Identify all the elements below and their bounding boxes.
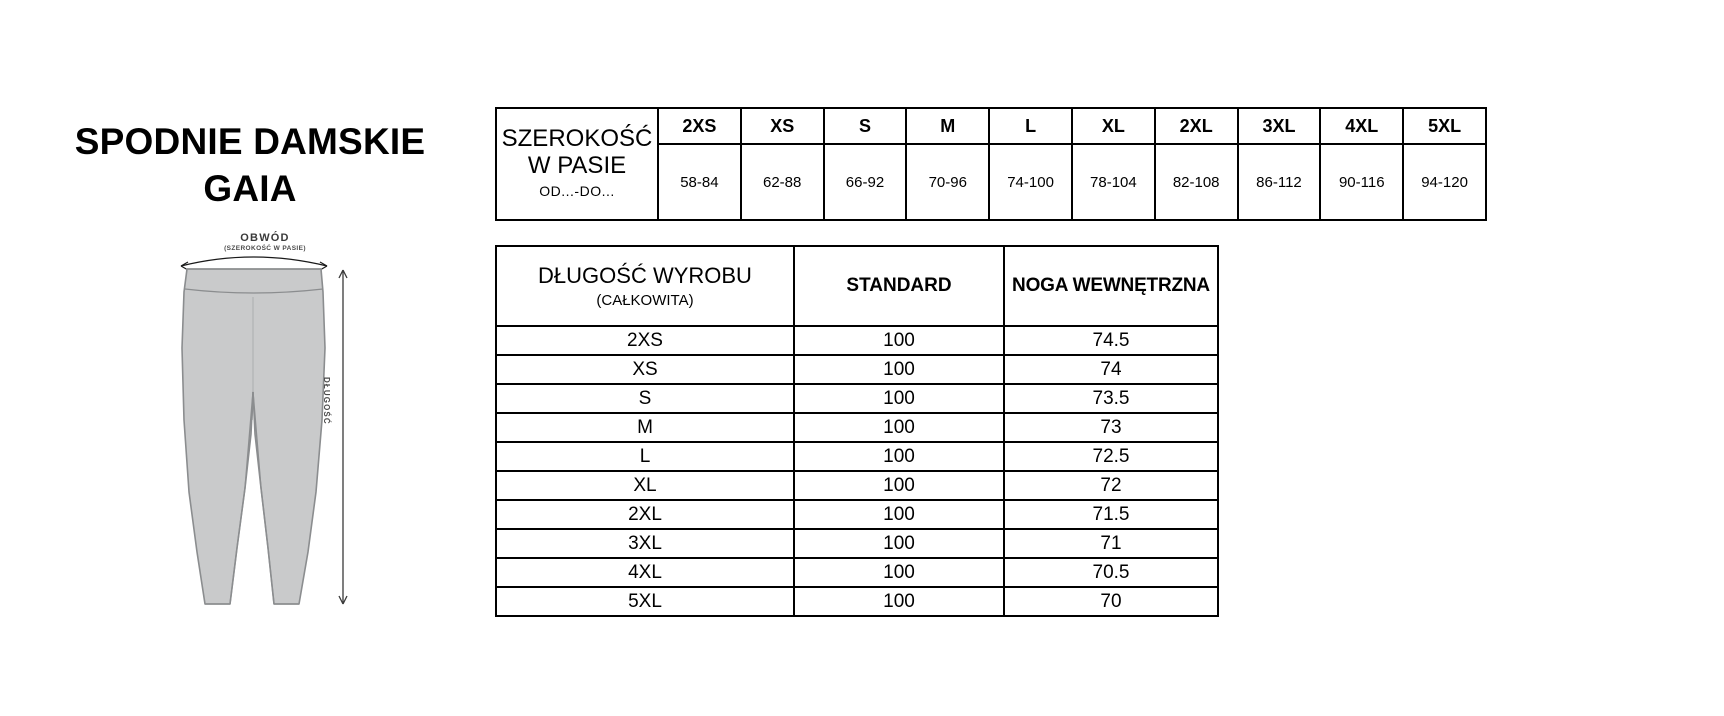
- pants-diagram: OBWÓD (SZEROKOŚĆ W PASIE): [175, 232, 390, 622]
- length-header-product: DŁUGOŚĆ WYROBU (CAŁKOWITA): [495, 245, 795, 327]
- length-row-inner-4xl: 70.5: [1003, 557, 1219, 588]
- product-panel: SPODNIE DAMSKIE GAIA OBWÓD (SZEROKOŚĆ W …: [0, 0, 490, 716]
- waist-width-table: SZEROKOŚĆ W PASIE OD...-DO... 2XS XS S M…: [495, 107, 1487, 221]
- waist-size-header-s: S: [822, 107, 908, 145]
- length-row-inner-2xl: 71.5: [1003, 499, 1219, 530]
- length-row-size-s: S: [495, 383, 795, 414]
- pants-shape: [181, 268, 326, 605]
- length-row-standard-2xs: 100: [793, 325, 1005, 356]
- length-header-inner-leg-text: NOGA WEWNĘTRZNA: [1012, 275, 1210, 296]
- length-row-standard-l: 100: [793, 441, 1005, 472]
- table-row-values: 58-84 62-88 66-92 70-96 74-100 78-104 82…: [496, 143, 1487, 221]
- table-row: 4XL 100 70.5: [495, 557, 1219, 588]
- table-row: M 100 73: [495, 412, 1219, 443]
- waist-size-header-2xs: 2XS: [657, 107, 742, 145]
- length-row-standard-xs: 100: [793, 354, 1005, 385]
- length-row-inner-l: 72.5: [1003, 441, 1219, 472]
- length-row-inner-xs: 74: [1003, 354, 1219, 385]
- length-row-size-2xs: 2XS: [495, 325, 795, 356]
- right-leg-inner-edge: [252, 391, 275, 605]
- length-row-standard-xl: 100: [793, 470, 1005, 501]
- product-title-line1: SPODNIE DAMSKIE: [74, 121, 426, 162]
- table-row: 5XL 100 70: [495, 586, 1219, 617]
- table-row: S 100 73.5: [495, 383, 1219, 414]
- waist-value-s: 66-92: [822, 143, 908, 221]
- table-row: XS 100 74: [495, 354, 1219, 385]
- length-header-inner-leg: NOGA WEWNĘTRZNA: [1003, 245, 1219, 327]
- left-leg-inner-edge: [229, 391, 254, 605]
- length-row-inner-m: 73: [1003, 412, 1219, 443]
- waist-size-header-l: L: [988, 107, 1073, 145]
- length-row-standard-m: 100: [793, 412, 1005, 443]
- length-row-size-4xl: 4XL: [495, 557, 795, 588]
- waist-value-l: 74-100: [988, 143, 1073, 221]
- waist-value-m: 70-96: [905, 143, 991, 221]
- waist-measure-arc: [180, 256, 328, 267]
- length-label: DŁUGOŚĆ: [322, 377, 331, 425]
- length-arrow-top: [338, 269, 348, 279]
- waist-row-label-line2: W PASIE: [527, 152, 627, 180]
- length-row-size-xl: XL: [495, 470, 795, 501]
- length-row-size-m: M: [495, 412, 795, 443]
- table-row: 2XL 100 71.5: [495, 499, 1219, 530]
- circumference-sublabel: (SZEROKOŚĆ W PASIE): [224, 245, 306, 252]
- table-row: 2XS 100 74.5: [495, 325, 1219, 356]
- waist-value-2xl: 82-108: [1153, 143, 1239, 221]
- length-header-product-sub: (CAŁKOWITA): [596, 291, 694, 309]
- length-row-inner-5xl: 70: [1003, 586, 1219, 617]
- table-row-header: DŁUGOŚĆ WYROBU (CAŁKOWITA) STANDARD NOGA…: [495, 245, 1219, 327]
- length-arrow-bottom: [338, 595, 348, 605]
- waist-size-header-xs: XS: [739, 107, 825, 145]
- length-row-standard-2xl: 100: [793, 499, 1005, 530]
- waist-size-header-2xl: 2XL: [1153, 107, 1239, 145]
- length-row-size-5xl: 5XL: [495, 586, 795, 617]
- garment-length-table: DŁUGOŚĆ WYROBU (CAŁKOWITA) STANDARD NOGA…: [495, 245, 1219, 617]
- waist-size-header-xl: XL: [1070, 107, 1156, 145]
- waist-size-header-4xl: 4XL: [1319, 107, 1405, 145]
- length-row-inner-3xl: 71: [1003, 528, 1219, 559]
- pants-illustration-icon: [180, 256, 348, 605]
- length-row-inner-xl: 72: [1003, 470, 1219, 501]
- length-header-product-main: DŁUGOŚĆ WYROBU: [538, 263, 752, 289]
- length-row-size-3xl: 3XL: [495, 528, 795, 559]
- waistband-bottom-line: [184, 288, 324, 294]
- length-header-standard: STANDARD: [793, 245, 1005, 327]
- waist-value-xl: 78-104: [1070, 143, 1156, 221]
- table-row: XL 100 72: [495, 470, 1219, 501]
- waist-value-xs: 62-88: [739, 143, 825, 221]
- table-row: L 100 72.5: [495, 441, 1219, 472]
- waist-value-4xl: 90-116: [1319, 143, 1405, 221]
- length-row-size-l: L: [495, 441, 795, 472]
- waist-size-header-m: M: [905, 107, 991, 145]
- waist-row-label-line1: SZEROKOŚĆ: [501, 125, 653, 153]
- page-title: SPODNIE DAMSKIE GAIA: [20, 118, 480, 213]
- waist-size-header-5xl: 5XL: [1402, 107, 1487, 145]
- length-row-standard-5xl: 100: [793, 586, 1005, 617]
- waist-row-label-sub: OD...-DO...: [539, 183, 615, 200]
- waist-value-2xs: 58-84: [657, 143, 742, 221]
- length-row-standard-s: 100: [793, 383, 1005, 414]
- waist-value-5xl: 94-120: [1402, 143, 1487, 221]
- waist-row-label: SZEROKOŚĆ W PASIE OD...-DO...: [495, 107, 659, 221]
- length-row-inner-s: 73.5: [1003, 383, 1219, 414]
- waist-value-3xl: 86-112: [1236, 143, 1322, 221]
- length-row-standard-4xl: 100: [793, 557, 1005, 588]
- table-row: 3XL 100 71: [495, 528, 1219, 559]
- table-row-header: SZEROKOŚĆ W PASIE OD...-DO... 2XS XS S M…: [495, 107, 1487, 221]
- length-row-size-xs: XS: [495, 354, 795, 385]
- product-title-line2: GAIA: [203, 168, 297, 210]
- length-row-standard-3xl: 100: [793, 528, 1005, 559]
- length-row-size-2xl: 2XL: [495, 499, 795, 530]
- circumference-label: OBWÓD: [240, 232, 290, 244]
- waist-size-header-3xl: 3XL: [1236, 107, 1322, 145]
- length-row-inner-2xs: 74.5: [1003, 325, 1219, 356]
